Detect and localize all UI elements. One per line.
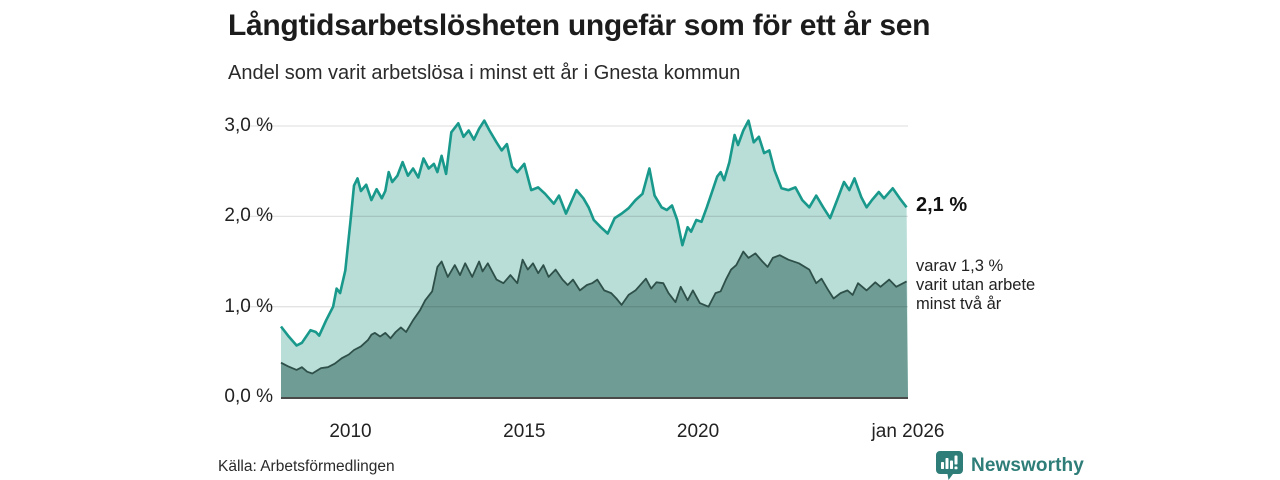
series-end-note-label: varav 1,3 % varit utan arbete minst två … <box>916 257 1036 313</box>
x-axis-label: 2010 <box>329 421 372 442</box>
source-note: Källa: Arbetsförmedlingen <box>218 458 395 475</box>
y-axis-label: 0,0 % <box>224 386 273 407</box>
page-title: Långtidsarbetslösheten ungefär som för e… <box>228 9 931 42</box>
area-min-two-years <box>281 251 908 397</box>
line-min-one-year <box>279 119 908 347</box>
line-min-two-years <box>280 250 908 375</box>
newsworthy-logo: Newsworthy <box>936 451 1084 480</box>
series-end-value-label: 2,1 % <box>916 194 968 216</box>
x-axis-label: 2015 <box>503 421 546 442</box>
bar-chart-bubble-icon <box>936 451 963 480</box>
x-axis-label: 2020 <box>676 421 720 442</box>
y-axis-label: 3,0 % <box>224 115 273 136</box>
newsworthy-logo-text: Newsworthy <box>971 455 1084 476</box>
y-axis-label: 1,0 % <box>224 295 273 317</box>
y-axis-label: 2,0 % <box>224 205 273 227</box>
page-subtitle: Andel som varit arbetslösa i minst ett å… <box>228 62 741 84</box>
x-axis-label: jan 2026 <box>871 421 945 442</box>
